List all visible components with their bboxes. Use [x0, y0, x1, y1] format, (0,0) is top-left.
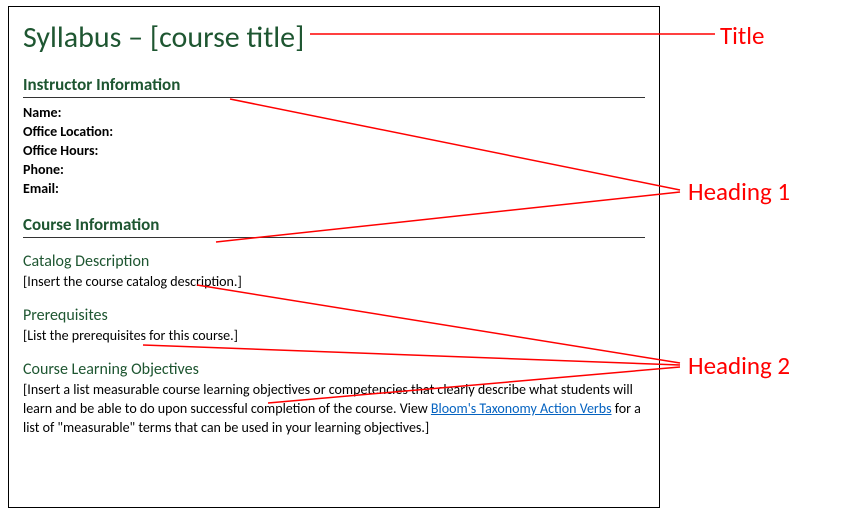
annotation-title-label: Title [720, 20, 764, 51]
field-phone: Phone: [23, 161, 645, 180]
field-email: Email: [23, 180, 645, 199]
prerequisites-body: [List the prerequisites for this course.… [23, 327, 645, 346]
annotation-heading1-label: Heading 1 [688, 176, 790, 207]
heading1-course: Course Information [23, 214, 645, 238]
field-office-location: Office Location: [23, 123, 645, 142]
field-office-hours: Office Hours: [23, 142, 645, 161]
annotation-heading2-label: Heading 2 [688, 350, 790, 381]
heading1-instructor: Instructor Information [23, 74, 645, 98]
objectives-body: [Insert a list measurable course learnin… [23, 381, 645, 438]
heading2-objectives: Course Learning Objectives [23, 360, 645, 379]
heading2-catalog: Catalog Description [23, 252, 645, 271]
catalog-body: [Insert the course catalog description.] [23, 273, 645, 292]
field-name: Name: [23, 104, 645, 123]
heading2-prerequisites: Prerequisites [23, 306, 645, 325]
page-title: Syllabus – [course title] [23, 21, 645, 54]
document-page: Syllabus – [course title] Instructor Inf… [8, 6, 660, 508]
blooms-taxonomy-link[interactable]: Bloom's Taxonomy Action Verbs [431, 400, 612, 417]
